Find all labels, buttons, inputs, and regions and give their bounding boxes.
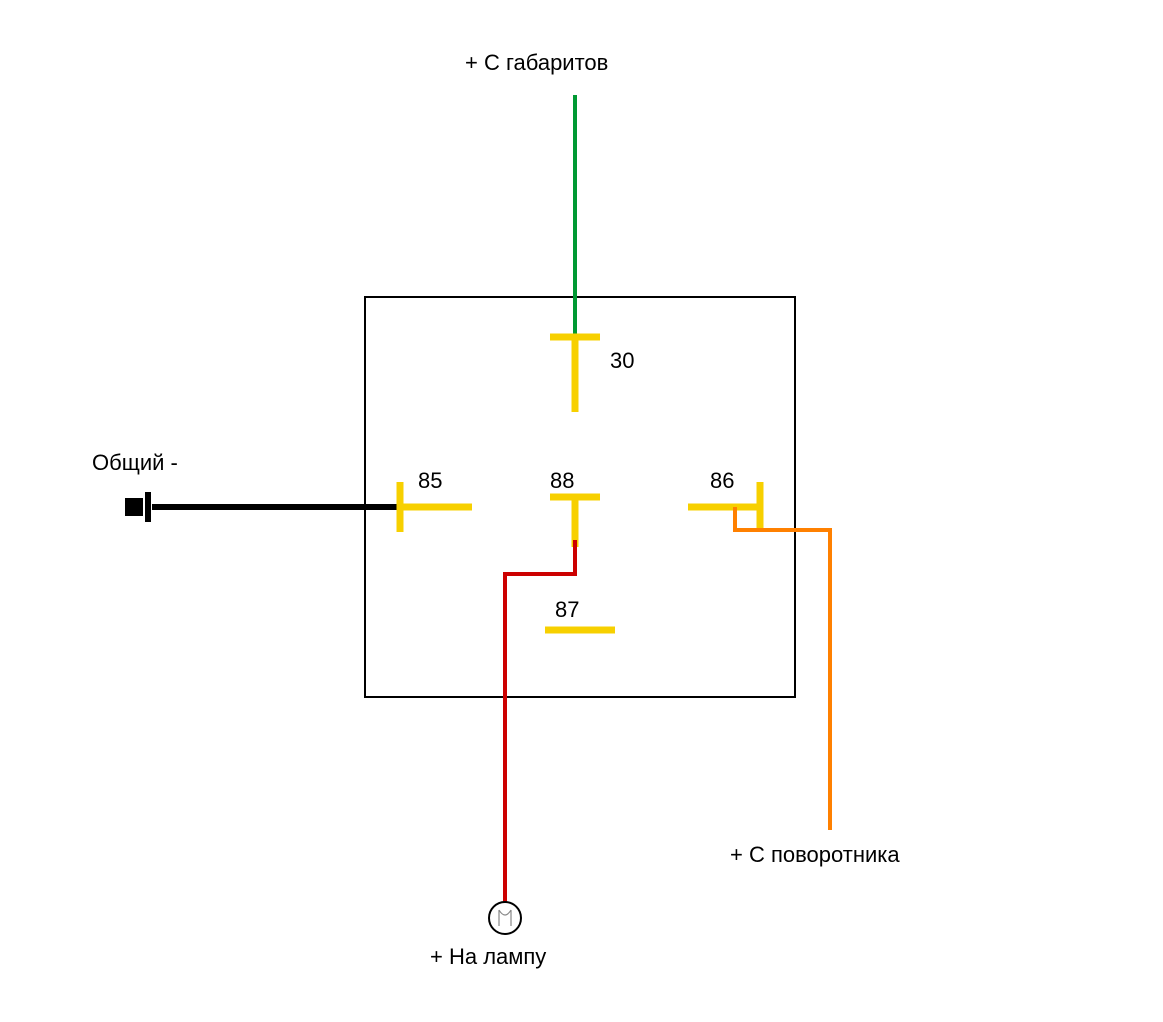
pin-87-label: 87	[555, 597, 579, 623]
label-black-wire: Общий -	[92, 450, 178, 476]
pin-86-label: 86	[710, 468, 734, 494]
label-red-wire: + На лампу	[430, 944, 546, 970]
ground-symbol	[128, 492, 148, 522]
wiring-diagram: + С габаритов Общий - + С поворотника + …	[0, 0, 1163, 1017]
pin-85-label: 85	[418, 468, 442, 494]
label-orange-wire: + С поворотника	[730, 842, 900, 868]
bulb-icon	[489, 902, 521, 934]
diagram-svg	[0, 0, 1163, 1017]
pin-88-terminal	[550, 497, 600, 547]
wire-orange	[735, 507, 830, 830]
pin-30-terminal	[550, 337, 600, 412]
pin-88-label: 88	[550, 468, 574, 494]
pin-30-label: 30	[610, 348, 634, 374]
wire-red	[505, 540, 575, 903]
label-green-wire: + С габаритов	[465, 50, 608, 76]
